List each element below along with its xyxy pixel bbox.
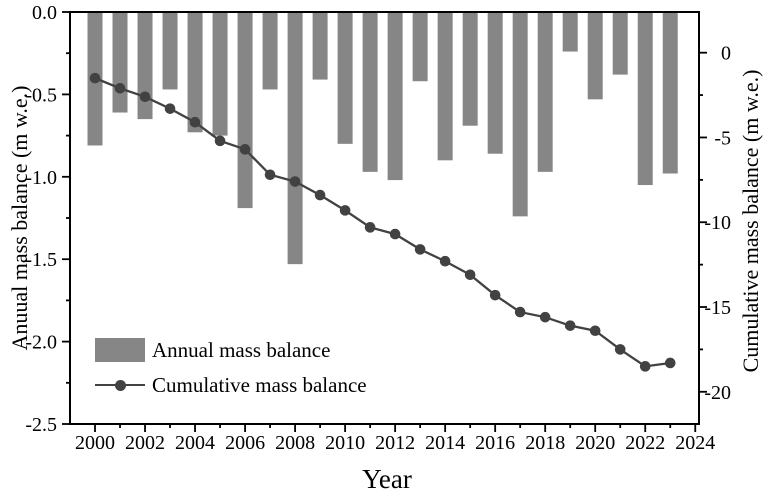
annual-bar-2007 [262,12,278,90]
x-tick-label: 2010 [325,432,365,454]
annual-bar-2017 [512,12,528,217]
right-tick-label: 0 [721,43,731,65]
x-tick-label: 2020 [575,432,615,454]
x-tick-label: 2000 [75,432,115,454]
cumulative-point-2008 [289,176,301,187]
cumulative-point-2022 [639,361,651,372]
cumulative-point-2000 [89,72,101,84]
cumulative-point-2020 [589,325,601,337]
legend-item-cumulative: Cumulative mass balance [95,373,367,397]
cumulative-point-2006 [239,144,251,155]
cumulative-point-2004 [189,116,201,128]
x-tick-label: 2004 [175,432,215,454]
legend-item-annual: Annual mass balance [95,338,367,362]
x-tick-label: 2012 [375,432,415,454]
annual-bar-2016 [487,12,503,154]
annual-bar-2019 [562,12,578,52]
annual-bar-2010 [337,12,353,144]
annual-bar-2004 [187,12,203,133]
annual-bar-2020 [587,12,603,100]
annual-bar-2018 [537,12,553,172]
cumulative-point-2005 [214,135,226,147]
x-tick-label: 2002 [125,432,165,454]
cumulative-point-2012 [389,228,401,240]
cumulative-point-2010 [339,205,351,216]
right-tick-label: -10 [704,212,731,234]
x-tick-label: 2006 [225,432,265,454]
chart-layer: 2000 2002 2004 2006 2008 2010 2012 2014 2016 2018… [25,2,731,454]
x-tick-label: 2014 [425,432,465,454]
cumulative-point-2011 [364,222,376,233]
cumulative-point-2019 [564,320,576,331]
cumulative-point-2014 [439,255,451,267]
annual-bar-2013 [412,12,428,82]
annual-bar-2006 [237,12,253,209]
cumulative-point-2009 [314,189,326,201]
left-tick-label: 0.0 [32,2,57,24]
annual-bar-2022 [637,12,653,186]
annual-bar-2005 [212,12,228,136]
cumulative-point-2021 [614,344,626,355]
annual-bar-2021 [612,12,628,75]
x-tick-label: 2018 [525,432,565,454]
left-tick-label: -2.5 [25,414,57,436]
annual-bar-2014 [437,12,453,161]
x-tick-label: 2022 [625,432,665,454]
legend: Annual mass balance Cumulative mass bala… [95,338,367,397]
right-tick-label: -20 [704,382,731,404]
cumulative-line [94,77,671,368]
cumulative-point-2016 [489,289,501,301]
cumulative-point-2013 [414,244,426,255]
cumulative-point-2017 [514,306,526,318]
cumulative-point-2002 [139,91,151,103]
legend-bar-swatch [95,338,145,362]
annual-bar-2008 [287,12,303,265]
left-tick-label: -1.5 [25,249,57,271]
x-axis-title: Year [362,464,412,494]
cumulative-point-2001 [114,82,126,94]
legend-line-swatch [95,373,145,397]
left-tick-label: -2.0 [25,332,57,354]
annual-bar-2015 [462,12,478,126]
legend-line-dot [114,379,126,391]
right-tick-label: -5 [714,127,731,149]
left-axis-title: Anuual mass balance (m w.e.) [7,86,32,351]
cumulative-point-2015 [464,269,476,281]
x-tick-label: 2008 [275,432,315,454]
annual-bar-2011 [362,12,378,172]
cumulative-point-2023 [664,357,676,369]
annual-bar-2009 [312,12,328,80]
annual-bar-2003 [162,12,178,90]
legend-cumulative-label: Cumulative mass balance [152,372,367,397]
x-tick-label: 2016 [475,432,515,454]
annual-bar-2002 [137,12,153,120]
cumulative-point-2018 [539,311,551,323]
annual-bar-2023 [662,12,678,174]
legend-annual-label: Annual mass balance [152,337,331,362]
annual-bar-2012 [387,12,403,181]
left-tick-label: -1.0 [25,167,57,189]
annual-bar-2001 [112,12,128,113]
cumulative-point-2003 [164,103,176,114]
x-tick-label: 2024 [675,432,715,454]
left-tick-label: -0.5 [25,84,57,106]
cumulative-point-2007 [264,169,276,181]
right-tick-label: -15 [704,297,731,319]
right-axis-title: Cumulative mass balance (m w.e.) [738,70,763,373]
